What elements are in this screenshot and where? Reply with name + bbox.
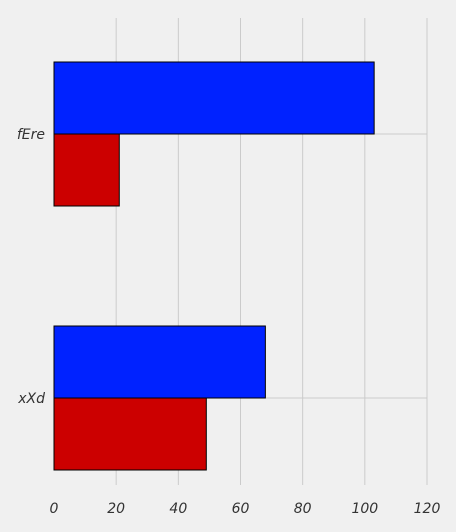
x-tick-label: 120 (414, 501, 441, 517)
bars (53, 61, 375, 471)
bar-xXd-series-2 (53, 397, 207, 471)
bar-fEre-series-1 (53, 61, 375, 135)
x-tick-label: 20 (107, 501, 125, 517)
x-tick-label: 40 (169, 501, 187, 517)
x-axis-ticks: 0 20 40 60 80 100 120 (50, 501, 441, 517)
x-tick-label: 80 (294, 501, 312, 517)
bar-fEre-series-2 (53, 133, 120, 207)
x-tick-label: 100 (351, 501, 378, 517)
x-tick-label: 60 (232, 501, 250, 517)
y-tick-label: fEre (17, 127, 45, 143)
bar-xXd-series-1 (53, 325, 266, 399)
x-tick-label: 0 (50, 501, 59, 517)
y-tick-label: xXd (17, 391, 45, 407)
y-axis-ticks: fEre xXd (17, 127, 45, 407)
